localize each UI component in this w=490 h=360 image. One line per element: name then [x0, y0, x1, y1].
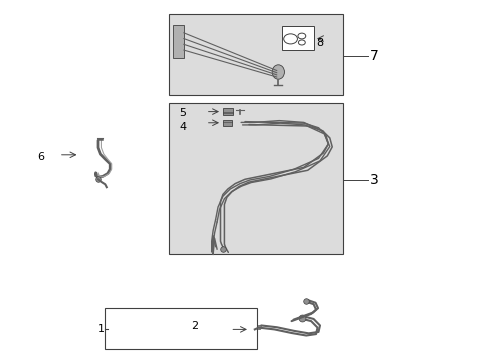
Text: 4: 4 — [179, 122, 186, 132]
Text: 7: 7 — [370, 49, 379, 63]
Bar — [169, 103, 343, 254]
Ellipse shape — [272, 65, 284, 79]
Text: 2: 2 — [191, 321, 198, 331]
Bar — [223, 108, 233, 115]
Text: 3: 3 — [370, 173, 379, 187]
Text: 5: 5 — [179, 108, 186, 118]
Bar — [173, 25, 184, 58]
Bar — [223, 120, 232, 126]
Bar — [169, 14, 343, 95]
Text: 6: 6 — [37, 152, 44, 162]
Bar — [105, 308, 257, 349]
Text: 1: 1 — [98, 324, 104, 334]
Text: 8: 8 — [316, 38, 323, 48]
Bar — [282, 26, 314, 50]
